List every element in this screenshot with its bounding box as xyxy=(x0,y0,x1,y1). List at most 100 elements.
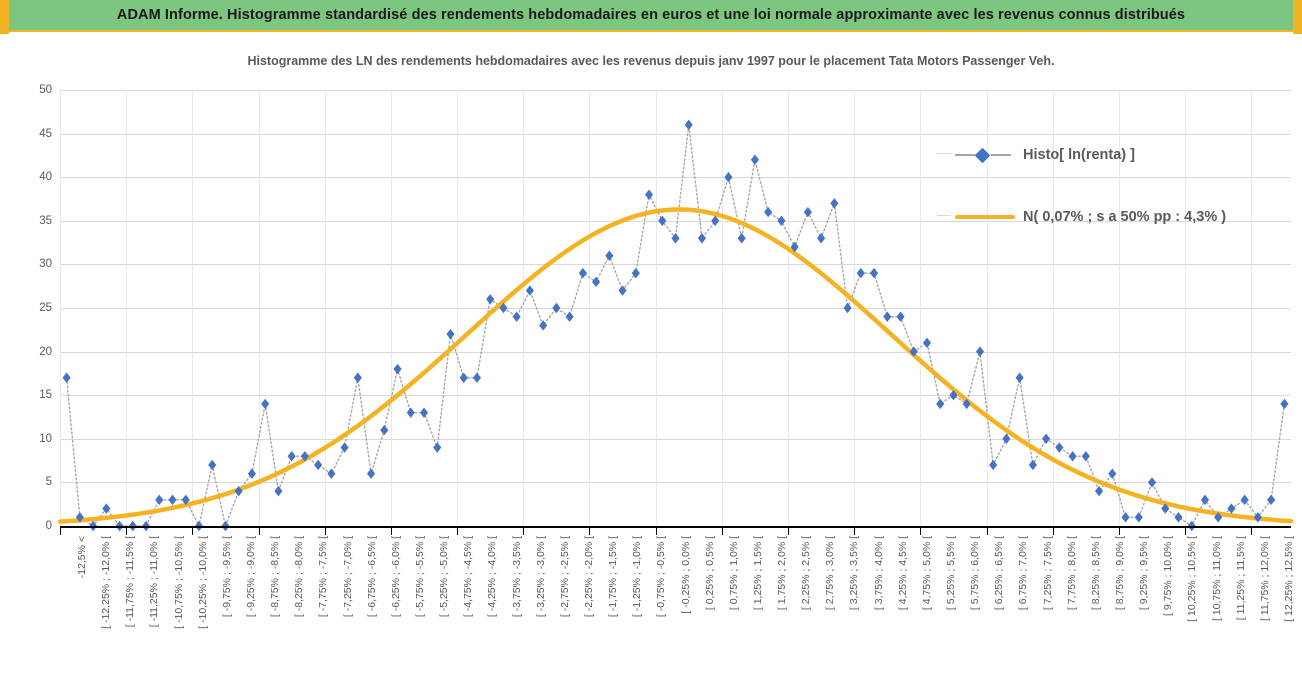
x-gridline xyxy=(1185,90,1187,526)
y-axis-tick-label: 25 xyxy=(39,302,52,314)
histogram-data-point[interactable] xyxy=(750,154,759,165)
histogram-data-point[interactable] xyxy=(975,346,984,357)
legend-item-histogram[interactable]: Histo[ ln(renta) ] xyxy=(937,147,1135,164)
histogram-data-point[interactable] xyxy=(896,311,905,322)
histogram-data-point[interactable] xyxy=(486,294,495,305)
histogram-data-point[interactable] xyxy=(1134,512,1143,523)
histogram-data-point[interactable] xyxy=(605,250,614,261)
x-gridline xyxy=(192,90,194,526)
x-axis-tick-label: [ 5,75% ; 6,0% [ xyxy=(969,536,982,611)
x-axis-tick-label: [ -0,25% ; 0,0% [ xyxy=(679,536,692,614)
histogram-data-point[interactable] xyxy=(1028,459,1037,471)
histogram-data-point[interactable] xyxy=(208,459,217,471)
histogram-data-point[interactable] xyxy=(327,468,336,479)
y-gridline xyxy=(60,220,1291,222)
histogram-data-point[interactable] xyxy=(393,363,402,375)
histogram-data-point[interactable] xyxy=(737,233,746,244)
histogram-data-point[interactable] xyxy=(380,424,389,436)
histogram-data-point[interactable] xyxy=(697,233,707,244)
histogram-data-point[interactable] xyxy=(1068,451,1077,462)
histogram-data-point[interactable] xyxy=(830,198,839,209)
histogram-data-point[interactable] xyxy=(790,241,799,253)
histogram-data-point[interactable] xyxy=(168,494,177,506)
histogram-data-point[interactable] xyxy=(234,485,243,497)
histogram-data-point[interactable] xyxy=(1227,503,1236,514)
histogram-data-point[interactable] xyxy=(472,372,482,383)
x-axis-tick-label: [ 6,75% ; 7,0% [ xyxy=(1017,536,1030,611)
histogram-data-point[interactable] xyxy=(1121,512,1130,523)
histogram-data-point[interactable] xyxy=(817,233,826,244)
histogram-data-point[interactable] xyxy=(446,328,455,340)
histogram-data-point[interactable] xyxy=(261,398,270,410)
histogram-data-point[interactable] xyxy=(592,276,601,288)
histogram-data-point[interactable] xyxy=(1214,512,1223,523)
histogram-data-point[interactable] xyxy=(962,398,971,410)
histogram-data-point[interactable] xyxy=(922,337,932,349)
x-axis-tick xyxy=(589,526,591,535)
histogram-data-point[interactable] xyxy=(1147,477,1157,488)
histogram-data-point[interactable] xyxy=(1253,512,1262,523)
histogram-data-point[interactable] xyxy=(684,119,693,131)
histogram-data-point[interactable] xyxy=(764,206,773,218)
histogram-data-point[interactable] xyxy=(274,485,283,497)
histogram-data-point[interactable] xyxy=(102,503,111,514)
histogram-data-point[interactable] xyxy=(1161,503,1170,514)
histogram-data-point[interactable] xyxy=(181,494,190,506)
histogram-data-point[interactable] xyxy=(671,233,680,244)
histogram-data-point[interactable] xyxy=(1042,433,1051,444)
histogram-data-point[interactable] xyxy=(711,215,720,226)
histogram-data-point[interactable] xyxy=(499,302,508,314)
histogram-data-point[interactable] xyxy=(287,451,296,462)
histogram-data-point[interactable] xyxy=(539,320,548,331)
histogram-data-point[interactable] xyxy=(936,398,945,410)
histogram-data-point[interactable] xyxy=(1174,512,1183,523)
histogram-data-point[interactable] xyxy=(631,267,640,279)
histogram-data-point[interactable] xyxy=(62,372,71,383)
histogram-data-point[interactable] xyxy=(658,215,667,226)
histogram-data-point[interactable] xyxy=(565,311,574,322)
histogram-data-point[interactable] xyxy=(869,267,879,279)
histogram-data-point[interactable] xyxy=(459,372,468,383)
histogram-data-point[interactable] xyxy=(247,468,256,479)
histogram-data-point[interactable] xyxy=(856,267,865,279)
histogram-data-point[interactable] xyxy=(909,346,918,357)
histogram-data-point[interactable] xyxy=(314,459,323,471)
legend-item-normal[interactable]: N( 0,07% ; s a 50% pp : 4,3% ) xyxy=(937,209,1226,225)
histogram-data-point[interactable] xyxy=(1267,494,1276,506)
histogram-data-point[interactable] xyxy=(644,189,654,200)
histogram-data-point[interactable] xyxy=(1240,494,1249,506)
histogram-data-point[interactable] xyxy=(724,172,733,183)
histogram-data-point[interactable] xyxy=(1081,451,1090,462)
histogram-data-point[interactable] xyxy=(578,267,587,279)
histogram-data-point[interactable] xyxy=(1002,433,1011,444)
histogram-data-point[interactable] xyxy=(340,442,349,453)
x-axis-tick-label: [ -5,75% ; -5,5% [ xyxy=(413,536,426,618)
histogram-data-point[interactable] xyxy=(512,311,521,322)
histogram-data-point[interactable] xyxy=(1095,485,1104,497)
histogram-data-point[interactable] xyxy=(353,372,362,383)
histogram-data-point[interactable] xyxy=(406,407,415,418)
y-axis-tick-label: 15 xyxy=(39,389,52,402)
histogram-data-point[interactable] xyxy=(367,468,376,479)
x-gridline xyxy=(655,90,657,526)
histogram-data-point[interactable] xyxy=(618,285,627,296)
x-axis-tick-label: [ 4,25% ; 4,5% [ xyxy=(896,536,909,611)
y-gridline xyxy=(60,438,1291,440)
legend-marker-normal-icon xyxy=(955,215,1015,219)
histogram-data-point[interactable] xyxy=(155,494,164,506)
histogram-data-point[interactable] xyxy=(419,407,429,418)
histogram-data-point[interactable] xyxy=(777,215,786,226)
histogram-data-point[interactable] xyxy=(843,302,852,314)
histogram-data-point[interactable] xyxy=(552,302,561,314)
histogram-data-point[interactable] xyxy=(1015,372,1024,383)
histogram-data-point[interactable] xyxy=(883,311,892,322)
histogram-data-point[interactable] xyxy=(1280,398,1289,410)
histogram-data-point[interactable] xyxy=(1055,442,1064,453)
histogram-data-point[interactable] xyxy=(433,442,442,453)
histogram-data-point[interactable] xyxy=(1108,468,1117,479)
histogram-data-point[interactable] xyxy=(949,390,958,401)
histogram-data-point[interactable] xyxy=(989,459,998,471)
histogram-data-point[interactable] xyxy=(1200,494,1210,506)
histogram-data-point[interactable] xyxy=(525,285,534,296)
histogram-data-point[interactable] xyxy=(803,206,812,218)
